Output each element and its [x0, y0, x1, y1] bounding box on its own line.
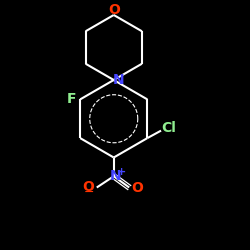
Text: O: O	[82, 180, 94, 194]
Text: N: N	[110, 169, 122, 183]
Text: F: F	[67, 92, 76, 106]
Text: Cl: Cl	[161, 121, 176, 135]
Text: N: N	[112, 73, 124, 87]
Text: −: −	[83, 186, 94, 199]
Text: O: O	[108, 4, 120, 18]
Text: +: +	[118, 167, 127, 177]
Text: O: O	[132, 180, 143, 194]
